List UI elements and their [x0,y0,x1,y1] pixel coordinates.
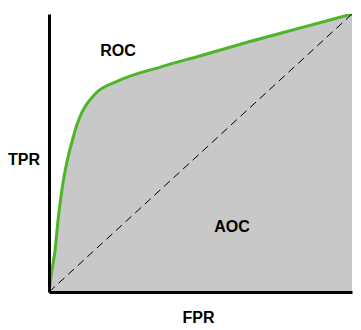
axis-line [50,291,353,294]
annotation: AOC [214,218,250,235]
diagonal-line [49,14,352,292]
annotation: ROC [100,42,136,59]
y-axis-title: TPR [8,151,40,168]
area-fill [49,14,352,292]
marks [49,14,352,292]
x-axis-title: FPR [183,309,215,326]
axis-line [48,15,51,293]
chart: FPR TPR ROC AOC [0,0,361,330]
x-axis [50,292,353,293]
roc-curve [49,14,352,292]
y-axis [49,15,50,293]
plot [49,14,353,293]
